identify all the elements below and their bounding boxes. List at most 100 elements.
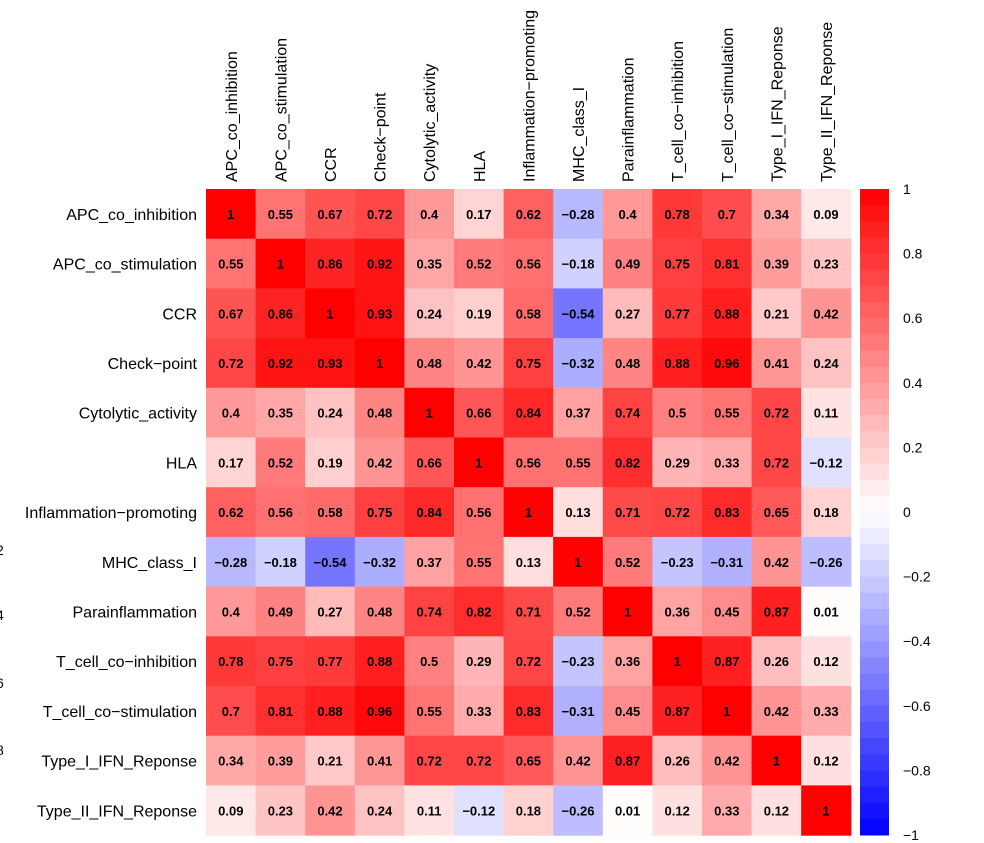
cell-value-label: 0.56	[516, 455, 541, 470]
heatmap-cell	[206, 338, 257, 389]
cell-value-label: −0.54	[314, 555, 348, 570]
colorbar-segment	[860, 657, 889, 674]
heatmap-cell	[454, 437, 505, 488]
cell-value-label: 0.17	[218, 455, 243, 470]
colorbar-segment	[860, 221, 889, 238]
heatmap-cell	[305, 735, 356, 786]
heatmap-cell	[602, 686, 653, 737]
heatmap-cell	[454, 487, 505, 538]
cell-value-label: 0.33	[466, 704, 491, 719]
cell-value-label: 0.72	[218, 356, 243, 371]
heatmap-cell	[751, 189, 802, 240]
column-label: Cytolytic_activity	[422, 64, 439, 182]
heatmap-cell	[553, 536, 604, 588]
cell-value-label: 0.88	[367, 654, 392, 669]
cell-value-label: 0.5	[420, 654, 438, 669]
row-label: APC_co_inhibition	[66, 207, 197, 224]
cell-value-label: 0.24	[813, 356, 839, 371]
heatmap-cell	[702, 785, 753, 836]
cell-value-label: −0.18	[562, 257, 595, 272]
cell-value-label: 1	[723, 704, 730, 719]
cell-value-label: 0.39	[764, 257, 789, 272]
cell-value-label: 0.74	[417, 604, 443, 619]
colorbar-segment	[860, 754, 889, 771]
column-label: APC_co_stimulation	[273, 38, 290, 182]
cell-value-label: 0.34	[218, 754, 244, 769]
cell-value-label: 0.4	[420, 207, 439, 222]
colorbar-segment	[860, 479, 889, 497]
heatmap-cell	[652, 238, 703, 289]
heatmap-cell	[354, 487, 405, 538]
cell-value-label: 0.4	[222, 604, 241, 619]
cell-value-label: −0.31	[562, 704, 595, 719]
heatmap-cell	[652, 586, 703, 637]
heatmap-cell	[553, 785, 604, 836]
cell-value-label: 0.48	[417, 356, 442, 371]
heatmap-cell	[751, 288, 802, 339]
clipped-axis-fragment: 4	[0, 607, 4, 623]
column-label: Inflammation−promoting	[521, 10, 538, 182]
heatmap-cell	[702, 487, 753, 538]
cell-value-label: 0.65	[516, 754, 541, 769]
heatmap-cell	[801, 735, 852, 786]
heatmap-cell	[404, 338, 455, 389]
heatmap-cell	[354, 735, 405, 786]
heatmap-cell	[404, 189, 455, 240]
colorbar-segment	[860, 318, 889, 335]
heatmap-cell	[503, 636, 554, 687]
heatmap-cell	[602, 238, 653, 289]
cell-value-label: −0.26	[810, 555, 843, 570]
row-label: Type_I_IFN_Reponse	[41, 754, 197, 771]
cell-value-label: −0.18	[264, 555, 297, 570]
heatmap-cell	[602, 785, 653, 836]
heatmap-cell	[255, 586, 306, 637]
heatmap-cell	[652, 536, 703, 588]
heatmap-cell	[454, 189, 505, 240]
cell-value-label: 0.21	[317, 754, 342, 769]
clipped-axis-fragment: 2	[0, 542, 4, 558]
cell-value-label: 0.33	[714, 803, 739, 818]
cell-value-label: 0.77	[317, 654, 342, 669]
heatmap-cell	[553, 735, 604, 786]
heatmap-cell	[255, 785, 306, 836]
heatmap-cell	[454, 586, 505, 637]
cell-value-label: 0.48	[367, 406, 392, 421]
cell-value-label: 0.24	[367, 803, 393, 818]
colorbar-segment	[860, 673, 889, 691]
heatmap-cell	[404, 735, 455, 786]
cell-value-label: 0.5	[668, 406, 686, 421]
heatmap-cell	[751, 238, 802, 289]
cell-value-label: 0.39	[268, 754, 293, 769]
heatmap-cell	[801, 437, 852, 488]
cell-value-label: 0.42	[813, 306, 838, 321]
heatmap-cell	[404, 238, 455, 289]
heatmap-cell	[503, 686, 554, 737]
row-label: T_cell_co−stimulation	[43, 704, 197, 721]
cell-value-label: 1	[822, 803, 829, 818]
cell-value-label: 0.87	[665, 704, 690, 719]
heatmap-cell	[801, 487, 852, 538]
cell-value-label: 0.55	[565, 455, 590, 470]
left-edge-fragments: 2 4 6 8	[0, 542, 4, 758]
cell-value-label: 0.88	[317, 704, 342, 719]
cell-value-label: 0.4	[222, 406, 241, 421]
cell-value-label: 0.42	[714, 754, 739, 769]
cell-value-label: 0.29	[466, 654, 491, 669]
heatmap-cell	[553, 686, 604, 737]
row-label: Type_II_IFN_Reponse	[37, 803, 197, 820]
cell-value-label: 0.45	[615, 704, 640, 719]
heatmap-cell	[702, 189, 753, 240]
heatmap-cell	[503, 536, 554, 588]
cell-value-label: 0.52	[466, 257, 491, 272]
cell-value-label: 1	[326, 306, 333, 321]
heatmap-cell	[255, 636, 306, 687]
cell-value-label: −0.54	[562, 306, 596, 321]
heatmap-cell	[255, 288, 306, 339]
heatmap-cell	[206, 586, 257, 637]
cell-value-label: 0.12	[813, 754, 838, 769]
colorbar-tick-labels: 1 0.8 0.6 0.4 0.2 0 −0.2 −0.4 −0.6 −0.8 −1	[903, 181, 931, 843]
cell-value-label: 0.21	[764, 306, 789, 321]
heatmap-cell	[454, 338, 505, 389]
heatmap-cell	[454, 536, 505, 588]
heatmap-cell	[255, 487, 306, 538]
